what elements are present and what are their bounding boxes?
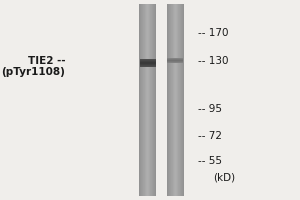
Text: -- 130: -- 130 [198, 56, 228, 66]
Text: -- 72: -- 72 [198, 131, 222, 141]
Text: (kD): (kD) [213, 172, 235, 182]
Text: -- 55: -- 55 [198, 156, 222, 166]
Text: -- 170: -- 170 [198, 28, 228, 38]
Text: TIE2 --: TIE2 -- [28, 56, 65, 66]
Text: -- 95: -- 95 [198, 104, 222, 114]
Text: (pTyr1108): (pTyr1108) [2, 67, 65, 77]
